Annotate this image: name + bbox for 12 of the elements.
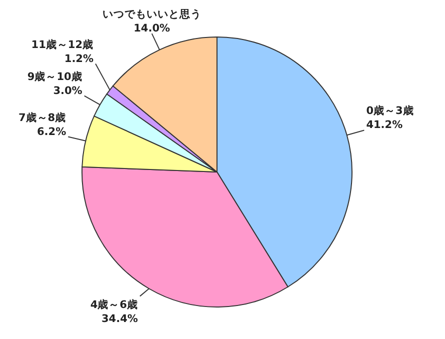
slice-label: 11歳～12歳 xyxy=(31,38,94,51)
data-label: 6.2% xyxy=(36,126,67,138)
data-label: 1.2% xyxy=(64,52,94,65)
slice-label: 4歳～6歳 xyxy=(90,298,138,312)
slice-label: 0歳～3歳 xyxy=(366,104,414,118)
slice-label: 9歳～10歳 xyxy=(27,70,82,83)
data-label: 34.4% xyxy=(102,313,138,326)
data-label: 41.2% xyxy=(366,119,404,132)
data-label: 3.0% xyxy=(53,84,83,97)
slice-label: 7歳～8歳 xyxy=(18,110,66,124)
slice-label: いつでもいいと思う xyxy=(102,8,202,21)
data-label: 14.0% xyxy=(134,22,171,35)
